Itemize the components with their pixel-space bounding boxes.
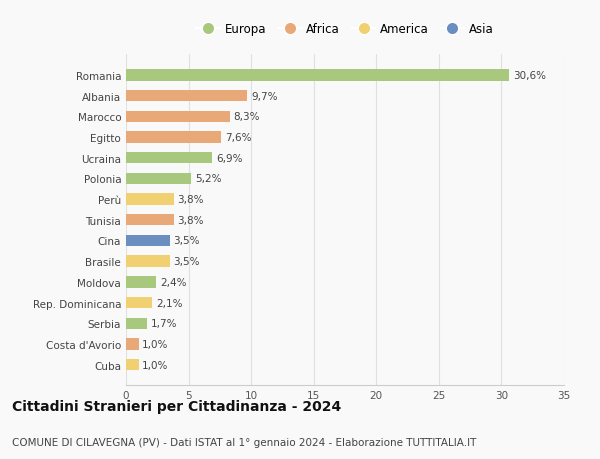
Text: 3,8%: 3,8% xyxy=(178,195,204,205)
Bar xyxy=(126,91,247,102)
Bar xyxy=(126,359,139,370)
Text: 1,7%: 1,7% xyxy=(151,319,178,329)
Text: 8,3%: 8,3% xyxy=(233,112,260,122)
Bar xyxy=(126,215,173,226)
Bar xyxy=(126,70,509,81)
Text: 2,4%: 2,4% xyxy=(160,277,186,287)
Bar xyxy=(126,297,152,308)
Text: 3,5%: 3,5% xyxy=(173,236,200,246)
Bar xyxy=(126,153,212,164)
Text: 7,6%: 7,6% xyxy=(225,133,251,143)
Text: 2,1%: 2,1% xyxy=(156,298,182,308)
Bar xyxy=(126,235,170,246)
Text: Cittadini Stranieri per Cittadinanza - 2024: Cittadini Stranieri per Cittadinanza - 2… xyxy=(12,399,341,413)
Bar xyxy=(126,132,221,143)
Bar xyxy=(126,256,170,267)
Text: 9,7%: 9,7% xyxy=(251,91,278,101)
Bar xyxy=(126,339,139,350)
Text: 5,2%: 5,2% xyxy=(195,174,221,184)
Legend: Europa, Africa, America, Asia: Europa, Africa, America, Asia xyxy=(191,18,499,40)
Bar xyxy=(126,174,191,185)
Text: 1,0%: 1,0% xyxy=(142,339,169,349)
Text: 3,5%: 3,5% xyxy=(173,257,200,267)
Text: 3,8%: 3,8% xyxy=(178,215,204,225)
Bar xyxy=(126,112,230,123)
Bar xyxy=(126,277,156,288)
Text: 6,9%: 6,9% xyxy=(216,153,242,163)
Text: 30,6%: 30,6% xyxy=(512,71,545,81)
Text: 1,0%: 1,0% xyxy=(142,360,169,370)
Bar xyxy=(126,194,173,205)
Bar xyxy=(126,318,147,329)
Text: COMUNE DI CILAVEGNA (PV) - Dati ISTAT al 1° gennaio 2024 - Elaborazione TUTTITAL: COMUNE DI CILAVEGNA (PV) - Dati ISTAT al… xyxy=(12,437,476,448)
